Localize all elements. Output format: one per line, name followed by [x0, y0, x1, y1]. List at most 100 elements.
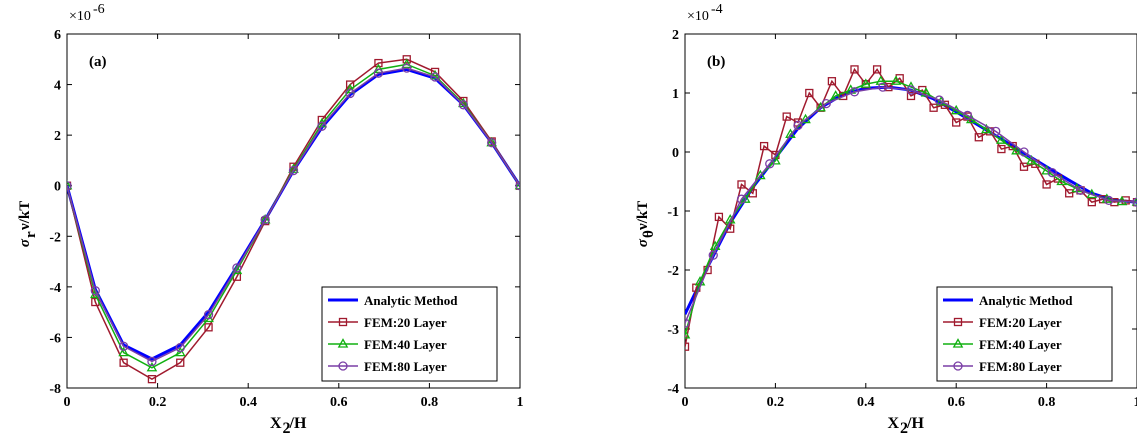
data-point [1042, 180, 1051, 189]
data-point [974, 133, 983, 142]
legend-label: Analytic Method [979, 293, 1073, 308]
plot-area [67, 55, 520, 384]
legend-label: FEM:40 Layer [979, 337, 1062, 352]
y-axis-label-sub: θ [641, 230, 657, 238]
data-point [458, 100, 469, 110]
x-axis-label-main: X [270, 415, 282, 432]
y-axis-label-sub: r [23, 231, 39, 238]
data-point [260, 215, 270, 225]
x-tick-label: 0.4 [857, 395, 875, 410]
data-point [1104, 195, 1114, 206]
data-point [147, 374, 157, 384]
data-point [259, 214, 271, 224]
data-point [962, 110, 973, 121]
data-point [685, 318, 690, 328]
legend-label: FEM:20 Layer [364, 315, 447, 330]
x-axis-label-main: X [887, 415, 899, 432]
legend: Analytic Method FEM:20 Layer FEM:40 Layer F… [321, 286, 498, 382]
data-point [821, 98, 831, 109]
y-axis-label-main: σ [17, 238, 33, 247]
data-point [1026, 155, 1037, 165]
data-point [118, 341, 129, 351]
data-point [708, 250, 718, 260]
data-point [906, 85, 916, 95]
y-axis-label-rest: ν/kT [635, 201, 651, 231]
data-point [860, 78, 872, 88]
data-point [737, 180, 746, 189]
data-point [685, 329, 691, 339]
data-point [875, 75, 887, 85]
data-point [765, 159, 775, 169]
data-point [850, 65, 859, 74]
data-point [736, 194, 747, 204]
y-tick-label: -4 [49, 281, 61, 296]
exponent-power: -6 [93, 2, 105, 17]
legend-marker [952, 338, 964, 348]
series-fem-80-layer [685, 82, 1137, 328]
data-point [345, 88, 355, 99]
data-point [890, 75, 902, 85]
legend-label: FEM:20 Layer [979, 315, 1062, 330]
data-point [486, 136, 497, 147]
y-tick-label: -2 [49, 230, 61, 245]
data-point [67, 179, 73, 190]
data-point [1056, 175, 1067, 186]
data-point [232, 263, 242, 273]
data-point [430, 72, 440, 82]
x-tick-label: 0 [64, 395, 71, 410]
legend-marker [337, 338, 349, 348]
data-point [934, 95, 944, 105]
data-point [685, 342, 690, 351]
series-line [67, 67, 520, 363]
data-point [929, 103, 938, 112]
data-point [67, 181, 72, 191]
panel-label: (a) [89, 54, 107, 70]
data-point [1047, 167, 1057, 178]
y-tick-label: 0 [54, 180, 61, 195]
legend-marker [953, 317, 963, 327]
data-point [147, 356, 157, 367]
data-point [1011, 144, 1022, 155]
data-point [996, 134, 1007, 144]
data-point [429, 69, 441, 80]
data-point [204, 323, 213, 332]
data-point [952, 118, 961, 127]
data-point [401, 58, 413, 68]
series-line [685, 67, 1137, 347]
data-point [872, 65, 882, 74]
data-point [146, 361, 158, 372]
data-point [373, 63, 384, 74]
data-point [231, 264, 243, 275]
data-point [991, 126, 1001, 137]
exponent-power: -4 [711, 2, 723, 17]
x-tick-label: 0.6 [330, 395, 348, 410]
x-tick-label: 0.8 [421, 395, 439, 410]
data-point [755, 169, 766, 180]
y-tick-label: -2 [667, 264, 679, 279]
data-point [1087, 197, 1096, 207]
legend: Analytic Method FEM:20 Layer FEM:40 Layer F… [936, 286, 1113, 382]
series-fem-80-layer [67, 63, 520, 367]
data-point [997, 144, 1006, 154]
y-tick-label: -1 [667, 205, 679, 220]
data-point [906, 91, 916, 101]
data-point [374, 58, 383, 68]
data-point [514, 179, 520, 190]
y-axis-label: σθν/kT [635, 201, 657, 247]
data-point [878, 82, 888, 92]
x-tick-label: 1 [1134, 395, 1137, 410]
data-point [118, 346, 129, 357]
legend-label: FEM:40 Layer [364, 337, 447, 352]
legend-marker [338, 317, 348, 327]
data-point [709, 240, 721, 251]
data-point [739, 193, 751, 203]
data-point [793, 120, 803, 131]
data-point [782, 112, 791, 121]
y-axis-label-rest: ν/kT [17, 201, 33, 231]
legend-label: FEM:80 Layer [364, 359, 447, 374]
data-point [827, 77, 837, 86]
y-tick-label: -4 [667, 382, 679, 397]
y-tick-label: -6 [49, 331, 61, 346]
